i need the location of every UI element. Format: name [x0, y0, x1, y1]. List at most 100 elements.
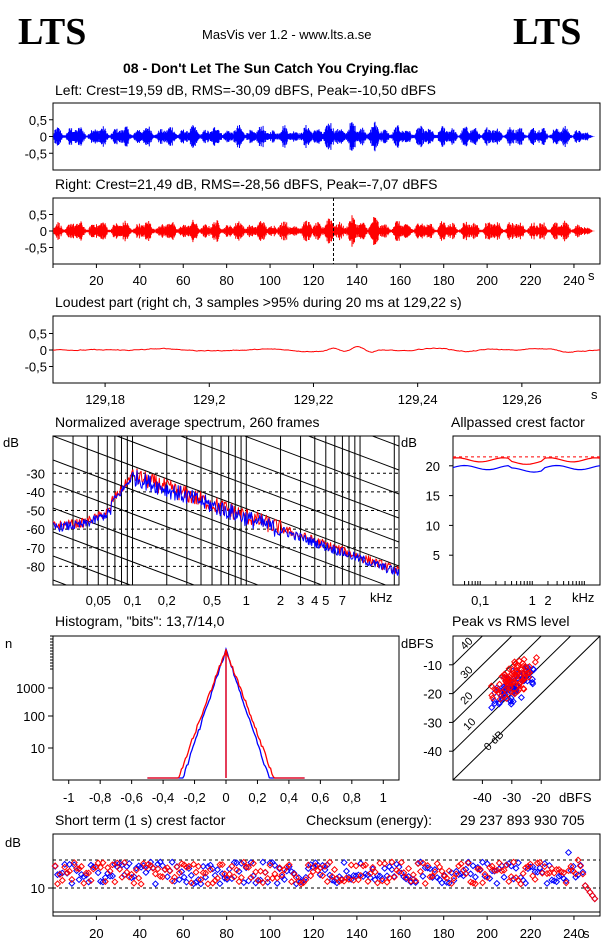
crest-st-right-point [371, 868, 379, 876]
crest-st-right-point [159, 873, 167, 881]
crest-st-left-point [280, 875, 288, 884]
crest-st-left-point [340, 858, 348, 867]
crest-st-right-point [462, 870, 470, 878]
right-wave-ytick-label: -0,5 [25, 241, 47, 256]
crest-st-right-point [545, 869, 553, 877]
crest-st-left-point [187, 871, 195, 879]
crest-st-left-point [292, 880, 300, 888]
crest-st-right-point [185, 862, 193, 870]
crest-st-right-point [576, 862, 584, 870]
crest-st-right-point [249, 859, 257, 867]
crest-st-right-point [285, 861, 293, 869]
peak-rms-right-point [515, 657, 523, 665]
crest-st-xtick-label: 20 [89, 926, 103, 941]
crest-st-right-point [588, 891, 596, 900]
crest-st-right-point [352, 862, 360, 870]
histogram-right-series [147, 649, 305, 779]
crest-st-right-point [213, 874, 222, 882]
peak-rms-ylabel: dBFS [401, 636, 434, 651]
crest-st-right-point [120, 859, 128, 867]
crest-st-right-point [247, 873, 255, 882]
peak-rms-diagonal [453, 636, 484, 666]
crest-st-right-point [54, 880, 62, 888]
crest-st-right-point [266, 861, 274, 869]
crest-st-right-point [369, 863, 377, 871]
crest-st-right-point [495, 859, 503, 867]
crest-st-right-point [419, 859, 427, 867]
spectrum-xtick-label: 4 [311, 593, 318, 608]
crest-st-left-point [538, 868, 546, 876]
crest-st-right-point [364, 877, 372, 885]
crest-st-right-point [572, 870, 580, 878]
crest-st-left-point [591, 895, 599, 903]
spectrum-ytick-label: -40 [26, 485, 45, 500]
peak-rms-right-point [510, 658, 519, 666]
logo-right: LTS [513, 11, 582, 53]
crest-st-right-point [228, 862, 236, 870]
crest-st-right-point [70, 859, 78, 867]
histogram-xtick-label: 1 [380, 790, 387, 805]
crest-st-right-point [447, 879, 456, 888]
crest-st-left-point [65, 860, 74, 868]
histogram-xtick-label: -0,6 [120, 790, 142, 805]
crest-st-right-point [151, 870, 159, 878]
peak-rms-right-point [489, 694, 497, 702]
crest-st-right-point [218, 861, 226, 869]
crest-st-left-point [264, 878, 272, 886]
crest-st-left-point [216, 880, 224, 888]
crest-st-right-point [388, 858, 396, 866]
spectrum-slope-line [115, 436, 399, 543]
crest-st-left-point [562, 877, 570, 885]
crest-st-right-point [271, 870, 279, 878]
spectrum-xunit: kHz [370, 590, 393, 605]
crest-st-right-point [381, 860, 389, 868]
allpass-frame [452, 435, 601, 586]
crest-st-left-point [338, 875, 346, 883]
crest-st-right-point [524, 862, 532, 870]
allpass-ytick-label: 5 [433, 548, 440, 563]
spectrum-left-series [53, 470, 399, 577]
crest-st-right-point [445, 867, 453, 875]
loudest-xtick-label: 129,24 [398, 392, 438, 407]
crest-st-left-point [588, 891, 596, 900]
crest-st-left-point [273, 879, 281, 887]
crest-st-right-point [190, 860, 198, 868]
crest-st-right-point [149, 864, 157, 872]
crest-st-left-point [68, 879, 76, 887]
crest-st-right-point [321, 862, 329, 870]
crest-st-right-point [309, 868, 317, 876]
crest-st-left-point [479, 858, 487, 866]
crest-st-right-point [113, 859, 121, 867]
crest-st-right-point [319, 872, 327, 880]
right-wave-ytick-label: 0 [40, 224, 47, 239]
crest-st-left-point [402, 875, 410, 883]
crest-st-right-point [567, 862, 575, 870]
right-wave-xtick-label: 20 [89, 273, 103, 288]
crest-st-left-point [438, 879, 446, 887]
spectrum-xtick-label: 5 [322, 593, 329, 608]
crest-st-right-point [161, 865, 169, 873]
loudest-ytick-label: 0,5 [29, 327, 47, 342]
peak-rms-right-point [519, 685, 528, 693]
crest-st-xtick-label: 220 [520, 926, 542, 941]
crest-st-right-point [457, 860, 465, 868]
crest-st-right-point [385, 874, 393, 882]
crest-st-right-point [128, 870, 136, 878]
crest-st-right-point [51, 862, 59, 870]
crest-st-right-point [591, 895, 599, 903]
crest-st-xtick-label: 120 [303, 926, 325, 941]
crest-st-xtick-label: 100 [259, 926, 281, 941]
crest-st-left-point [383, 872, 391, 880]
crest-st-right-point [61, 863, 69, 871]
crest-st-xtick-label: 140 [346, 926, 368, 941]
peak-rms-right-point [505, 665, 513, 673]
crest-st-right-point [192, 868, 200, 876]
crest-st-left-point [168, 858, 176, 866]
crest-st-xtick-label: 180 [433, 926, 455, 941]
peak-rms-right-point [502, 694, 511, 702]
crest-st-right-point [522, 864, 530, 872]
file-title: 08 - Don't Let The Sun Catch You Crying.… [123, 60, 419, 76]
crest-st-right-point [342, 874, 351, 882]
peak-rms-title: Peak vs RMS level [452, 613, 570, 629]
crest-st-right-point [531, 875, 539, 883]
